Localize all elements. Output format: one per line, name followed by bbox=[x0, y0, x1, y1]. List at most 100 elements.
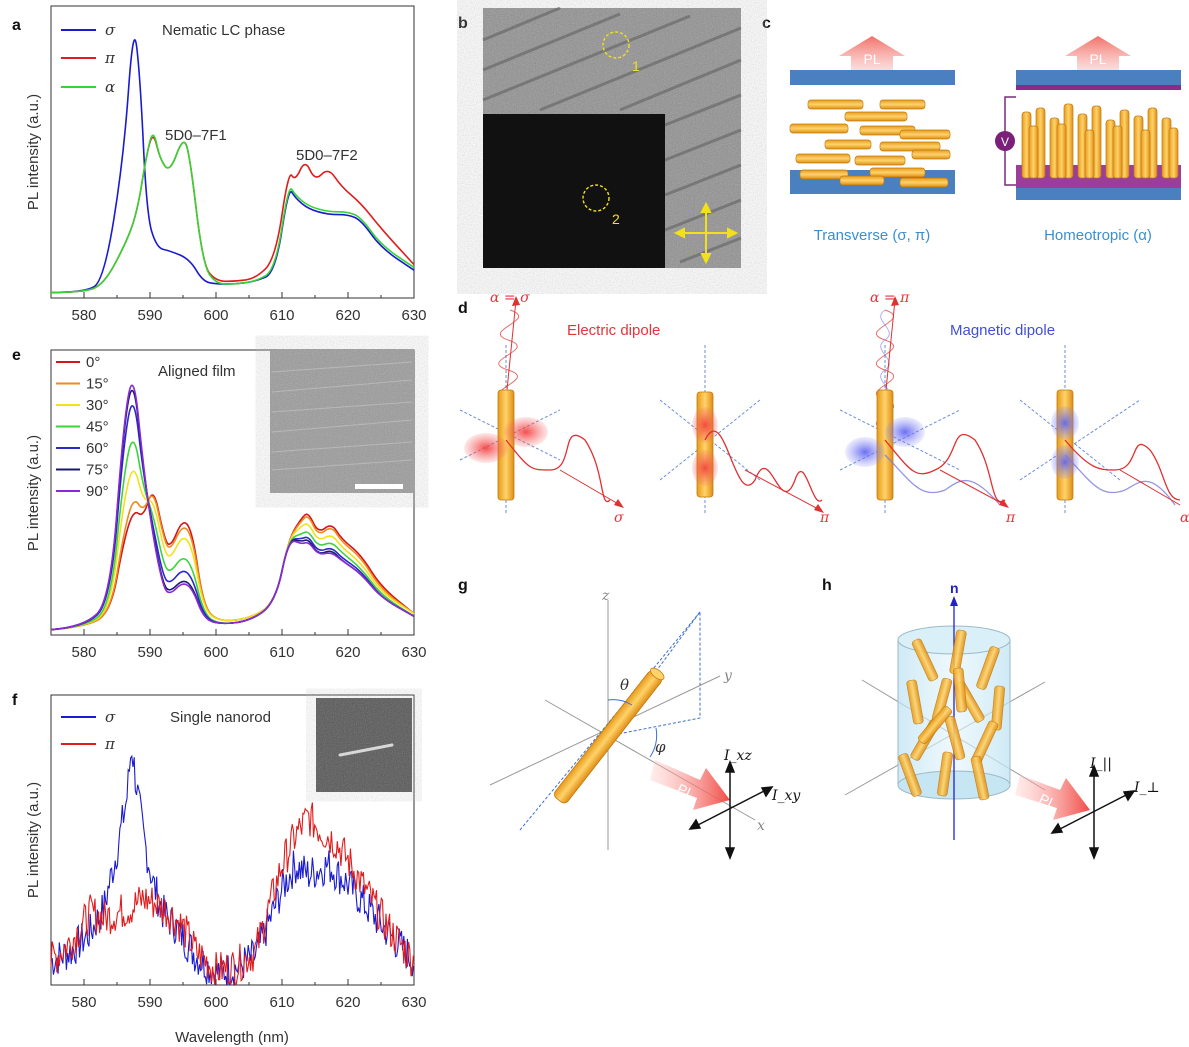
panel-label-b: b bbox=[458, 15, 468, 32]
chart-f-series-0 bbox=[50, 754, 414, 986]
legend-e-label: 60° bbox=[86, 440, 109, 457]
g-angle-phi: φ bbox=[655, 738, 666, 756]
transverse-rod bbox=[869, 167, 926, 178]
legend-a-sigma: σ bbox=[105, 21, 116, 39]
legend-a-pi: π bbox=[104, 49, 116, 67]
homeotropic-bottom-glass bbox=[1016, 188, 1181, 200]
chart-e-series-2 bbox=[50, 470, 415, 631]
region-1-label: 1 bbox=[632, 58, 640, 74]
chart-a-peak1-label: 5D0–7F1 bbox=[165, 127, 227, 144]
region-2-label: 2 bbox=[612, 211, 620, 227]
chart-f-tick-label: 580 bbox=[71, 994, 96, 1011]
chart-f-ticks: 580 590 600 610 620 630 bbox=[50, 979, 427, 1011]
legend-a-alpha: α bbox=[105, 78, 115, 96]
chart-a-tick-label: 610 bbox=[269, 307, 294, 324]
chart-f: 580 590 600 610 620 630 PL intensity (a.u.) W… bbox=[25, 694, 427, 1046]
g-pl-label: PL bbox=[675, 780, 697, 802]
chart-a-ticks: 580 590 600 610 620 630 bbox=[50, 292, 427, 324]
h-nanorod bbox=[976, 646, 1000, 690]
chart-e-ticks: 580 590 600 610 620 630 bbox=[50, 629, 427, 661]
chart-a-series bbox=[50, 39, 415, 294]
chart-f-xlabel: Wavelength (nm) bbox=[175, 1029, 289, 1046]
micrograph-b-dark-region bbox=[483, 114, 665, 268]
homeotropic-rod bbox=[1028, 125, 1039, 179]
h-i-parallel: I_|| bbox=[1089, 756, 1112, 772]
homeotropic-rod bbox=[1056, 123, 1067, 179]
legend-e-label: 15° bbox=[86, 376, 109, 393]
chart-e-tick-label: 630 bbox=[401, 644, 426, 661]
h-nanorod bbox=[970, 755, 990, 801]
legend-e-label: 75° bbox=[86, 462, 109, 479]
chart-a-series-0 bbox=[50, 39, 415, 294]
chart-a-series-1 bbox=[50, 136, 415, 294]
transverse-rod bbox=[807, 99, 864, 110]
chart-a-ylabel: PL intensity (a.u.) bbox=[25, 94, 42, 210]
chart-e-ylabel: PL intensity (a.u.) bbox=[25, 435, 42, 551]
transverse-cell: PL Transverse (σ, π) bbox=[789, 36, 955, 244]
homeotropic-caption: Homeotropic (α) bbox=[1044, 227, 1152, 244]
h-nanorod bbox=[906, 679, 924, 725]
chart-f-annotation: Single nanorod bbox=[170, 709, 271, 726]
chart-a-peak2-label: 5D0–7F2 bbox=[296, 147, 358, 164]
transverse-rods bbox=[789, 99, 951, 188]
micrograph-b-stripes bbox=[482, 6, 742, 264]
h-nanorod bbox=[937, 751, 953, 797]
chart-e-tick-label: 610 bbox=[269, 644, 294, 661]
chart-a-tick-label: 630 bbox=[401, 307, 426, 324]
chart-e-inset-texture bbox=[271, 361, 413, 471]
h-nanorod bbox=[944, 715, 966, 761]
chart-e-tick-label: 580 bbox=[71, 644, 96, 661]
g-axis-y: y bbox=[723, 668, 733, 684]
homeotropic-rod bbox=[1084, 129, 1095, 179]
panel-label-c: c bbox=[762, 15, 771, 32]
h-nanorod bbox=[917, 705, 953, 745]
chart-f-ylabel: PL intensity (a.u.) bbox=[25, 782, 42, 898]
chart-f-tick-label: 600 bbox=[203, 994, 228, 1011]
scale-bar bbox=[355, 484, 403, 489]
homeotropic-rod bbox=[1168, 127, 1179, 179]
homeotropic-top-glass bbox=[1016, 70, 1181, 85]
g-axis-x: x bbox=[757, 818, 765, 834]
chart-f-legend: σ π bbox=[61, 708, 116, 753]
g-angle-theta: θ bbox=[620, 676, 629, 694]
chart-e-tick-label: 620 bbox=[335, 644, 360, 661]
transverse-rod bbox=[899, 177, 949, 188]
d-end-label-4: α bbox=[1180, 510, 1189, 526]
h-i-perp: I_⊥ bbox=[1133, 780, 1160, 796]
h-nanorod bbox=[953, 667, 967, 713]
legend-f-sigma: σ bbox=[105, 708, 116, 726]
chart-e-series-6 bbox=[50, 384, 415, 631]
g-pl-arrow bbox=[650, 760, 730, 810]
chart-e-series-3 bbox=[50, 441, 415, 631]
panel-label-f: f bbox=[12, 692, 18, 709]
d-left-eq: α = σ bbox=[490, 290, 530, 306]
h-director-n: n bbox=[950, 580, 959, 596]
legend-e-label: 45° bbox=[86, 419, 109, 436]
chart-e-legend: 0° 15° 30° 45° 60° 75° 90° bbox=[56, 354, 109, 500]
panel-label-d: d bbox=[458, 300, 468, 317]
voltage-label: V bbox=[1001, 135, 1009, 149]
polarizer-cross-icon bbox=[673, 201, 739, 265]
micrograph-b: 1 2 bbox=[482, 6, 742, 268]
g-i-xy: I_xy bbox=[771, 788, 801, 804]
transverse-caption: Transverse (σ, π) bbox=[814, 227, 931, 244]
chart-a-tick-label: 580 bbox=[71, 307, 96, 324]
transverse-pl-arrow bbox=[839, 36, 905, 70]
transverse-rod bbox=[854, 155, 906, 166]
h-nanorod bbox=[911, 638, 939, 682]
chart-e-tick-label: 600 bbox=[203, 644, 228, 661]
h-pl-label: PL bbox=[1037, 790, 1059, 812]
chart-f-inset-nanorod bbox=[338, 743, 394, 757]
chart-e: 580 590 600 610 620 630 PL intensity (a.u.) A… bbox=[25, 349, 427, 661]
chart-e-tick-label: 590 bbox=[137, 644, 162, 661]
chart-e-annotation: Aligned film bbox=[158, 363, 236, 380]
region-2-circle bbox=[582, 184, 610, 212]
g-nanorod bbox=[554, 667, 665, 804]
chart-e-series-1 bbox=[50, 495, 415, 631]
chart-a-tick-label: 600 bbox=[203, 307, 228, 324]
homeotropic-rods bbox=[1021, 103, 1179, 179]
d-right-title: Magnetic dipole bbox=[950, 322, 1055, 339]
transverse-rod bbox=[789, 123, 849, 134]
chart-f-series-1 bbox=[50, 802, 414, 987]
